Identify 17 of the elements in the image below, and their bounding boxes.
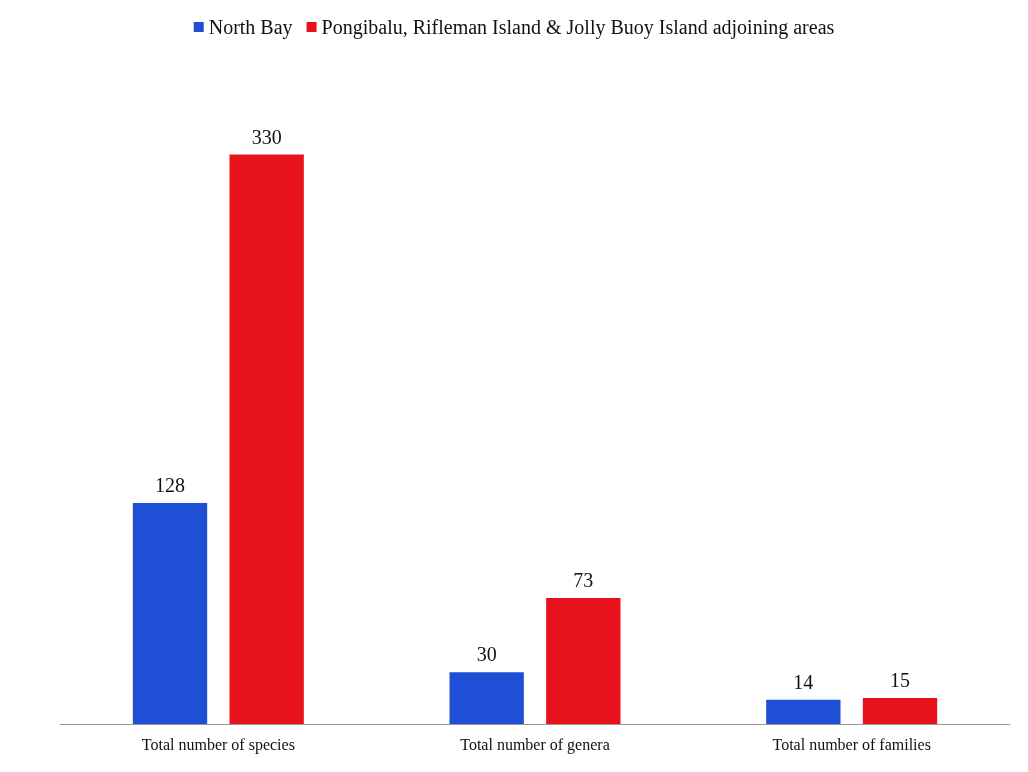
x-tick-label: Total number of genera xyxy=(460,735,610,754)
bar xyxy=(449,672,524,724)
data-label: 14 xyxy=(793,670,814,693)
data-label: 128 xyxy=(155,474,186,497)
legend-label: Pongibalu, Rifleman Island & Jolly Buoy Island adjoining areas xyxy=(321,16,835,39)
bar xyxy=(229,154,304,724)
legend-label: North Bay xyxy=(208,16,293,39)
data-label: 73 xyxy=(573,569,594,592)
data-label: 330 xyxy=(251,125,282,148)
bar xyxy=(546,598,621,724)
x-tick-label: Total number of species xyxy=(141,735,295,754)
bar xyxy=(132,503,208,724)
bar xyxy=(862,698,938,724)
data-label: 15 xyxy=(889,669,910,692)
x-tick-label: Total number of families xyxy=(772,735,931,753)
bar xyxy=(766,699,841,724)
data-label: 30 xyxy=(476,643,497,666)
